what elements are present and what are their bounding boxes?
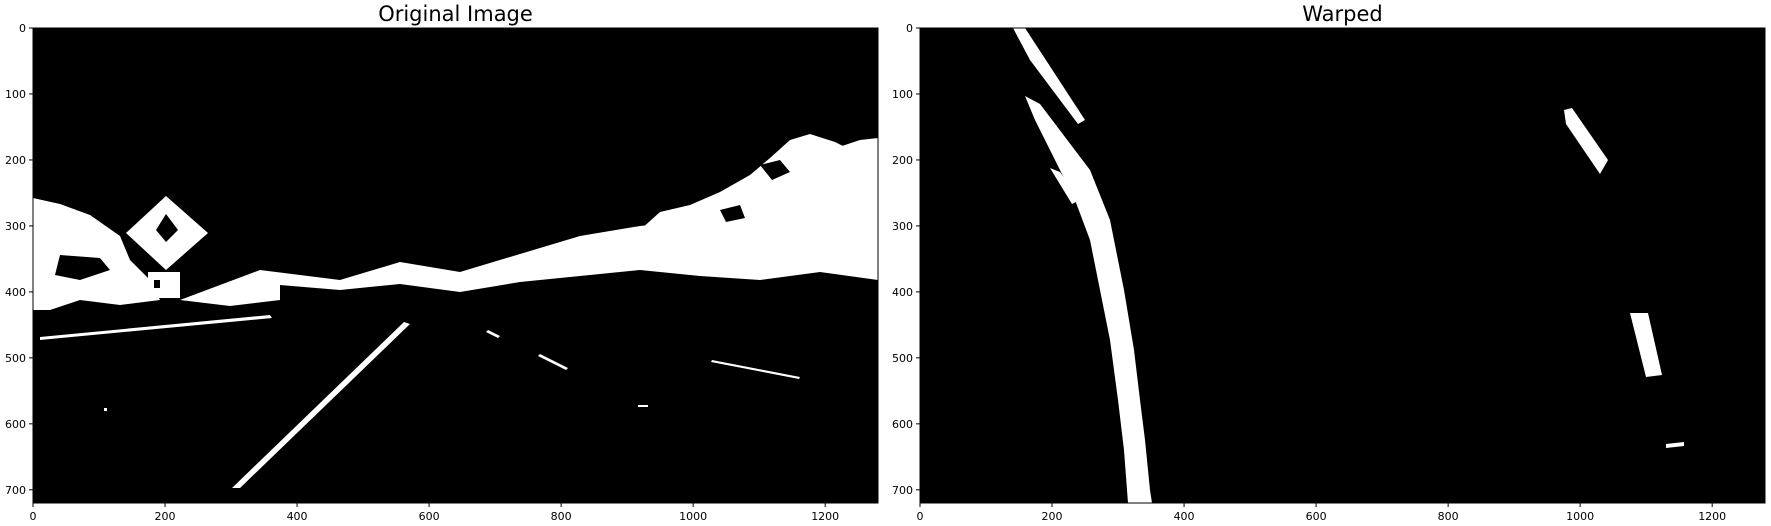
left-y-tick-label: 300 xyxy=(5,220,26,233)
left-y-tick-label: 400 xyxy=(5,286,26,299)
right-y-tick-label: 100 xyxy=(892,88,913,101)
left-y-tick-label: 0 xyxy=(19,22,26,35)
right-y-tick-label: 0 xyxy=(906,22,913,35)
left-x-tick-label: 200 xyxy=(155,510,176,523)
left-y-tick-label: 600 xyxy=(5,418,26,431)
right-y-tick-label: 200 xyxy=(892,154,913,167)
warped-binary-image xyxy=(920,28,1765,503)
right-x-tick-label: 200 xyxy=(1042,510,1063,523)
right-x-tick-label: 0 xyxy=(917,510,924,523)
left-panel-axes: 0 200 400 600 800 1000 1200 0 100 200 300 400 500 600… xyxy=(5,22,879,523)
left-x-tick-label: 1200 xyxy=(811,510,839,523)
left-x-tick-label: 0 xyxy=(30,510,37,523)
left-y-tick-label: 200 xyxy=(5,154,26,167)
right-panel-title: Warped xyxy=(1302,2,1383,26)
right-y-tick-label: 300 xyxy=(892,220,913,233)
left-x-tick-label: 1000 xyxy=(679,510,707,523)
left-y-tick-label: 500 xyxy=(5,352,26,365)
right-x-tick-label: 400 xyxy=(1174,510,1195,523)
right-y-tick-label: 700 xyxy=(892,484,913,497)
right-panel-axes: 0 200 400 600 800 1000 1200 0 100 200 300 400 500 600… xyxy=(892,22,1766,523)
left-y-tick-label: 700 xyxy=(5,484,26,497)
right-x-tick-label: 600 xyxy=(1306,510,1327,523)
left-x-tick-label: 600 xyxy=(419,510,440,523)
right-y-tick-label: 400 xyxy=(892,286,913,299)
original-binary-image xyxy=(33,28,878,503)
right-axes-frame xyxy=(919,27,1766,504)
right-x-tick-label: 800 xyxy=(1438,510,1459,523)
left-axes-frame xyxy=(32,27,879,504)
right-y-tick-label: 600 xyxy=(892,418,913,431)
left-y-tick-label: 100 xyxy=(5,88,26,101)
left-x-tick-label: 400 xyxy=(287,510,308,523)
left-x-tick-label: 800 xyxy=(551,510,572,523)
right-x-tick-label: 1200 xyxy=(1698,510,1726,523)
left-panel-title: Original Image xyxy=(378,2,533,26)
right-x-tick-label: 1000 xyxy=(1566,510,1594,523)
right-y-tick-label: 500 xyxy=(892,352,913,365)
